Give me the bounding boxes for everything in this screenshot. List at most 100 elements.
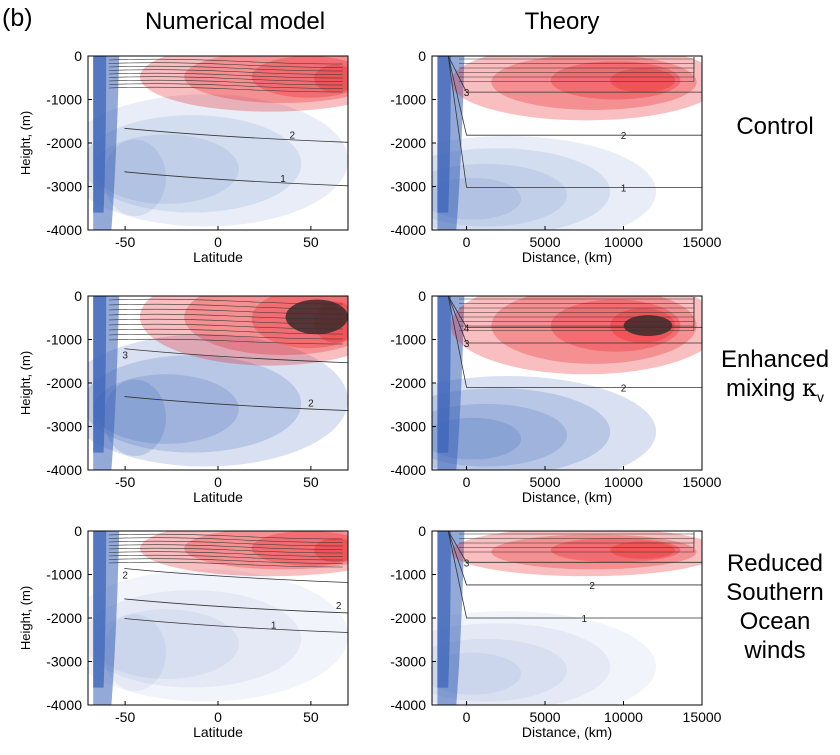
streamfunction-field (432, 56, 702, 230)
y-tick-label: -3000 (46, 419, 82, 435)
negative-cell-contour-fill (88, 115, 302, 213)
row-label-line: winds (744, 637, 806, 664)
streamfunction-contour (108, 69, 343, 75)
streamfunction-contour (108, 86, 343, 93)
positive-cell-maximum (285, 299, 348, 335)
negative-cell-contour-fill (432, 638, 567, 702)
y-tick-label: -1000 (46, 92, 82, 108)
y-tick-label: -3000 (390, 654, 426, 670)
labelled-contour (447, 56, 702, 136)
streamfunction-contour (108, 58, 343, 65)
contour-label: 2 (308, 399, 314, 410)
contour-label: 2 (621, 131, 627, 142)
contour-label: 2 (122, 571, 128, 582)
labelled-contour (447, 296, 702, 388)
streamfunction-contour (108, 323, 343, 330)
labelled-contour (447, 56, 702, 188)
x-tick-label: 15000 (683, 474, 722, 490)
streamfunction-contour (108, 328, 343, 335)
contour-label: 2 (290, 130, 296, 141)
x-tick-label: 10000 (604, 709, 643, 725)
streamfunction-contour (108, 338, 343, 345)
streamfunction-contour (108, 537, 343, 543)
y-tick-label: -3000 (390, 179, 426, 195)
row-label-line: Enhanced (720, 346, 830, 373)
streamfunction-contour (108, 333, 343, 340)
x-tick-label: -50 (115, 474, 135, 490)
y-tick-label: -3000 (46, 179, 82, 195)
labelled-contour (124, 568, 348, 583)
negative-cell-contour-fill (432, 403, 567, 467)
contour-label: 3 (464, 558, 470, 569)
y-tick-label: 0 (418, 48, 426, 64)
x-tick-label: 0 (214, 709, 222, 725)
row-label-line: Southern (726, 579, 824, 606)
contour-label: 1 (621, 183, 627, 194)
negative-cell-contour-fill (432, 611, 657, 705)
streamfunction-contour (108, 558, 343, 564)
x-tick-label: 50 (303, 709, 319, 725)
y-tick-label: 0 (74, 288, 82, 304)
contour-label: 3 (464, 339, 470, 350)
negative-cell-contour-fill (93, 609, 239, 679)
y-tick-label: -4000 (390, 462, 426, 478)
positive-cell-contour-fill (550, 537, 681, 563)
streamfunction-contour (459, 532, 695, 553)
negative-cell-contour-fill (432, 376, 657, 470)
row-label-line: Reduced (726, 550, 824, 577)
positive-cell-contour-fill (450, 296, 702, 375)
column-title-numerical-model: Numerical model (144, 8, 326, 35)
negative-cell-contour-fill (88, 334, 348, 467)
labelled-contour (124, 127, 348, 143)
labelled-contour (447, 531, 702, 586)
labelled-contour (447, 296, 702, 328)
x-axis-label: Latitude (193, 489, 243, 505)
plot-mixing-theory: 4 3 2 0 -1000 -2000 -3000 -4000 0 5000 10000 15000 D… (390, 288, 721, 505)
x-tick-label: 15000 (683, 234, 722, 250)
y-tick-label: -4000 (46, 462, 82, 478)
streamfunction-contour (108, 76, 343, 82)
positive-cell-contour-fill (491, 56, 697, 110)
x-tick-label: 50 (303, 474, 319, 490)
streamfunction-contour (108, 62, 343, 68)
labelled-contour (447, 56, 702, 93)
positive-cell-contour-fill (550, 61, 681, 100)
contour-label: 1 (581, 614, 587, 625)
negative-cell-contour-fill (432, 388, 611, 470)
streamfunction-contour (108, 540, 343, 547)
negative-cell-contour-fill (93, 134, 239, 204)
y-tick-label: -1000 (46, 332, 82, 348)
y-tick-label: -3000 (390, 419, 426, 435)
y-tick-label: 0 (418, 523, 426, 539)
y-tick-label: -2000 (390, 135, 426, 151)
western-boundary-current-core (93, 56, 107, 213)
streamfunction-contour (108, 544, 343, 550)
x-tick-label: 15000 (683, 709, 722, 725)
streamfunction-contour (108, 308, 343, 315)
western-boundary-current-core (437, 56, 451, 213)
labelled-contour (447, 296, 702, 344)
x-tick-label: 5000 (529, 234, 560, 250)
row-label-text: mixing (725, 375, 803, 402)
x-tick-label: 50 (303, 234, 319, 250)
negative-cell-contour-fill (432, 623, 611, 705)
streamfunction-field (432, 531, 702, 705)
labelled-contour (124, 396, 348, 411)
y-tick-label: -2000 (46, 135, 82, 151)
x-tick-label: -50 (115, 709, 135, 725)
y-axis-label: Height, (m) (18, 111, 33, 175)
streamfunction-contour (108, 83, 343, 89)
labelled-contour (124, 348, 348, 364)
labelled-contour (124, 171, 348, 187)
positive-cell-contour-fill (491, 296, 697, 364)
negative-cell-contour-fill (432, 136, 657, 230)
streamfunction-contour (108, 72, 343, 79)
x-axis-label: Latitude (193, 249, 243, 265)
y-tick-label: -1000 (390, 332, 426, 348)
streamfunction-contour (108, 79, 343, 86)
x-tick-label: 0 (463, 474, 471, 490)
streamfunction-contour (459, 297, 695, 331)
streamfunction-contour (108, 547, 343, 554)
kappa-subscript: v (817, 388, 825, 405)
positive-cell-contour-fill (314, 537, 348, 563)
